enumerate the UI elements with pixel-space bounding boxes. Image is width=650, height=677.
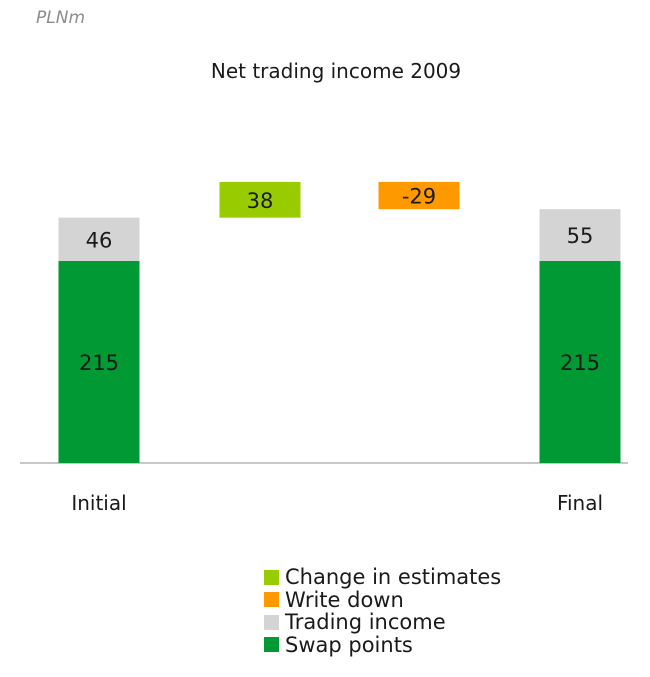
legend-swatch	[264, 592, 279, 608]
unit-label: PLNm	[36, 8, 85, 28]
data-label-change-in-estimates-1: 38	[247, 189, 274, 213]
legend: Change in estimates Write down Trading inc…	[264, 565, 502, 657]
bar-change-in-estimates-1	[219, 181, 301, 218]
bar-trading-income-0	[58, 217, 140, 261]
data-label-write-down-2: -29	[402, 185, 436, 209]
legend-label: Change in estimates	[285, 565, 502, 590]
bar-write-down-2	[378, 181, 460, 210]
category-label-final: Final	[557, 491, 603, 515]
legend-label: Write down	[285, 587, 404, 612]
legend-label: Swap points	[285, 632, 413, 657]
category-label-initial: Initial	[71, 491, 126, 515]
legend-swatch	[264, 614, 279, 630]
bar-swap-points-3	[539, 260, 621, 463]
legend-label: Trading income	[285, 610, 446, 635]
legend-item-swap-points: Swap points	[264, 632, 501, 657]
legend-swatch	[264, 637, 279, 653]
data-label-trading-income-3: 55	[567, 224, 594, 248]
data-label-swap-points-3: 215	[560, 351, 600, 375]
legend-item-change-in-estimates: Change in estimates	[264, 565, 502, 590]
chart-title: Net trading income 2009	[211, 59, 461, 83]
bar-swap-points-0	[58, 260, 140, 463]
legend-item-write-down: Write down	[264, 587, 501, 612]
data-label-swap-points-0: 215	[79, 351, 119, 375]
bar-trading-income-3	[539, 209, 621, 261]
legend-item-trading-income: Trading income	[264, 610, 501, 635]
data-label-trading-income-0: 46	[86, 228, 113, 252]
legend-swatch	[264, 569, 279, 585]
